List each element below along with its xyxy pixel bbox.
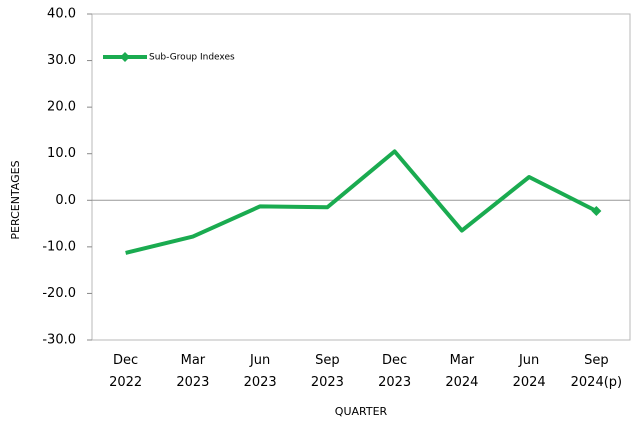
y-tick-label: 0.0 bbox=[55, 193, 76, 208]
y-tick-label: 10.0 bbox=[47, 146, 76, 161]
y-tick-label: -10.0 bbox=[42, 239, 76, 254]
y-axis-label: PERCENTAGES bbox=[9, 160, 22, 239]
line-series bbox=[125, 149, 598, 255]
x-tick-label: Mar 2023 bbox=[176, 353, 209, 390]
y-tick-label: -20.0 bbox=[42, 286, 76, 301]
legend-label: Sub-Group Indexes bbox=[149, 53, 235, 63]
x-tick-label: Jun 2023 bbox=[244, 353, 277, 390]
x-tick-label: Sep 2023 bbox=[311, 353, 344, 390]
x-tick-label: Jun 2024 bbox=[513, 353, 546, 390]
x-tick-label: Mar 2024 bbox=[445, 353, 478, 390]
x-axis-label: QUARTER bbox=[335, 405, 388, 418]
end-marker bbox=[591, 205, 602, 216]
x-tick-label: Dec 2023 bbox=[378, 353, 411, 390]
plot-frame bbox=[91, 13, 631, 341]
x-tick-label: Dec 2022 bbox=[109, 353, 142, 390]
x-tick-label: Sep 2024(p) bbox=[571, 353, 622, 390]
y-tick-label: 30.0 bbox=[47, 53, 76, 68]
y-tick-label: 40.0 bbox=[47, 7, 76, 22]
y-tick-label: -30.0 bbox=[42, 333, 76, 348]
legend-marker bbox=[120, 52, 130, 62]
y-tick-label: 20.0 bbox=[47, 100, 76, 115]
